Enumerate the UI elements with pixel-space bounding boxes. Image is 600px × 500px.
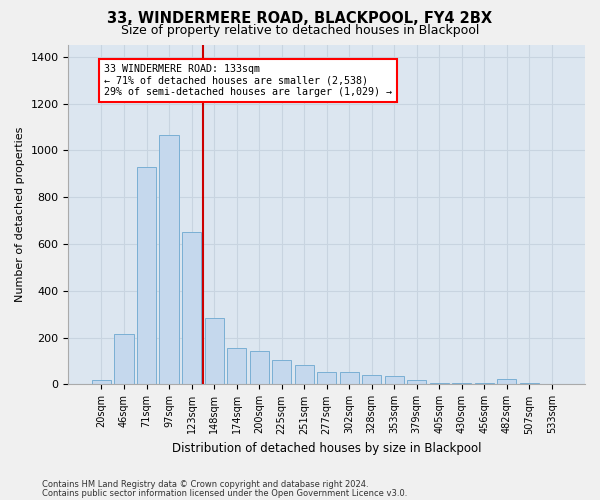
Bar — [430, 382, 449, 384]
X-axis label: Distribution of detached houses by size in Blackpool: Distribution of detached houses by size … — [172, 442, 481, 455]
Y-axis label: Number of detached properties: Number of detached properties — [15, 127, 25, 302]
Bar — [227, 348, 246, 385]
Bar — [362, 375, 382, 384]
Text: 33 WINDERMERE ROAD: 133sqm
← 71% of detached houses are smaller (2,538)
29% of s: 33 WINDERMERE ROAD: 133sqm ← 71% of deta… — [104, 64, 392, 97]
Bar — [317, 372, 336, 384]
Bar — [385, 376, 404, 384]
Bar — [497, 378, 517, 384]
Bar — [182, 232, 201, 384]
Text: Contains public sector information licensed under the Open Government Licence v3: Contains public sector information licen… — [42, 489, 407, 498]
Text: Size of property relative to detached houses in Blackpool: Size of property relative to detached ho… — [121, 24, 479, 37]
Bar — [160, 135, 179, 384]
Bar — [205, 318, 224, 384]
Bar — [92, 380, 111, 384]
Bar — [295, 364, 314, 384]
Bar — [137, 166, 156, 384]
Text: Contains HM Land Registry data © Crown copyright and database right 2024.: Contains HM Land Registry data © Crown c… — [42, 480, 368, 489]
Bar — [407, 380, 427, 384]
Bar — [250, 350, 269, 384]
Bar — [272, 360, 291, 384]
Bar — [340, 372, 359, 384]
Bar — [115, 334, 134, 384]
Text: 33, WINDERMERE ROAD, BLACKPOOL, FY4 2BX: 33, WINDERMERE ROAD, BLACKPOOL, FY4 2BX — [107, 11, 493, 26]
